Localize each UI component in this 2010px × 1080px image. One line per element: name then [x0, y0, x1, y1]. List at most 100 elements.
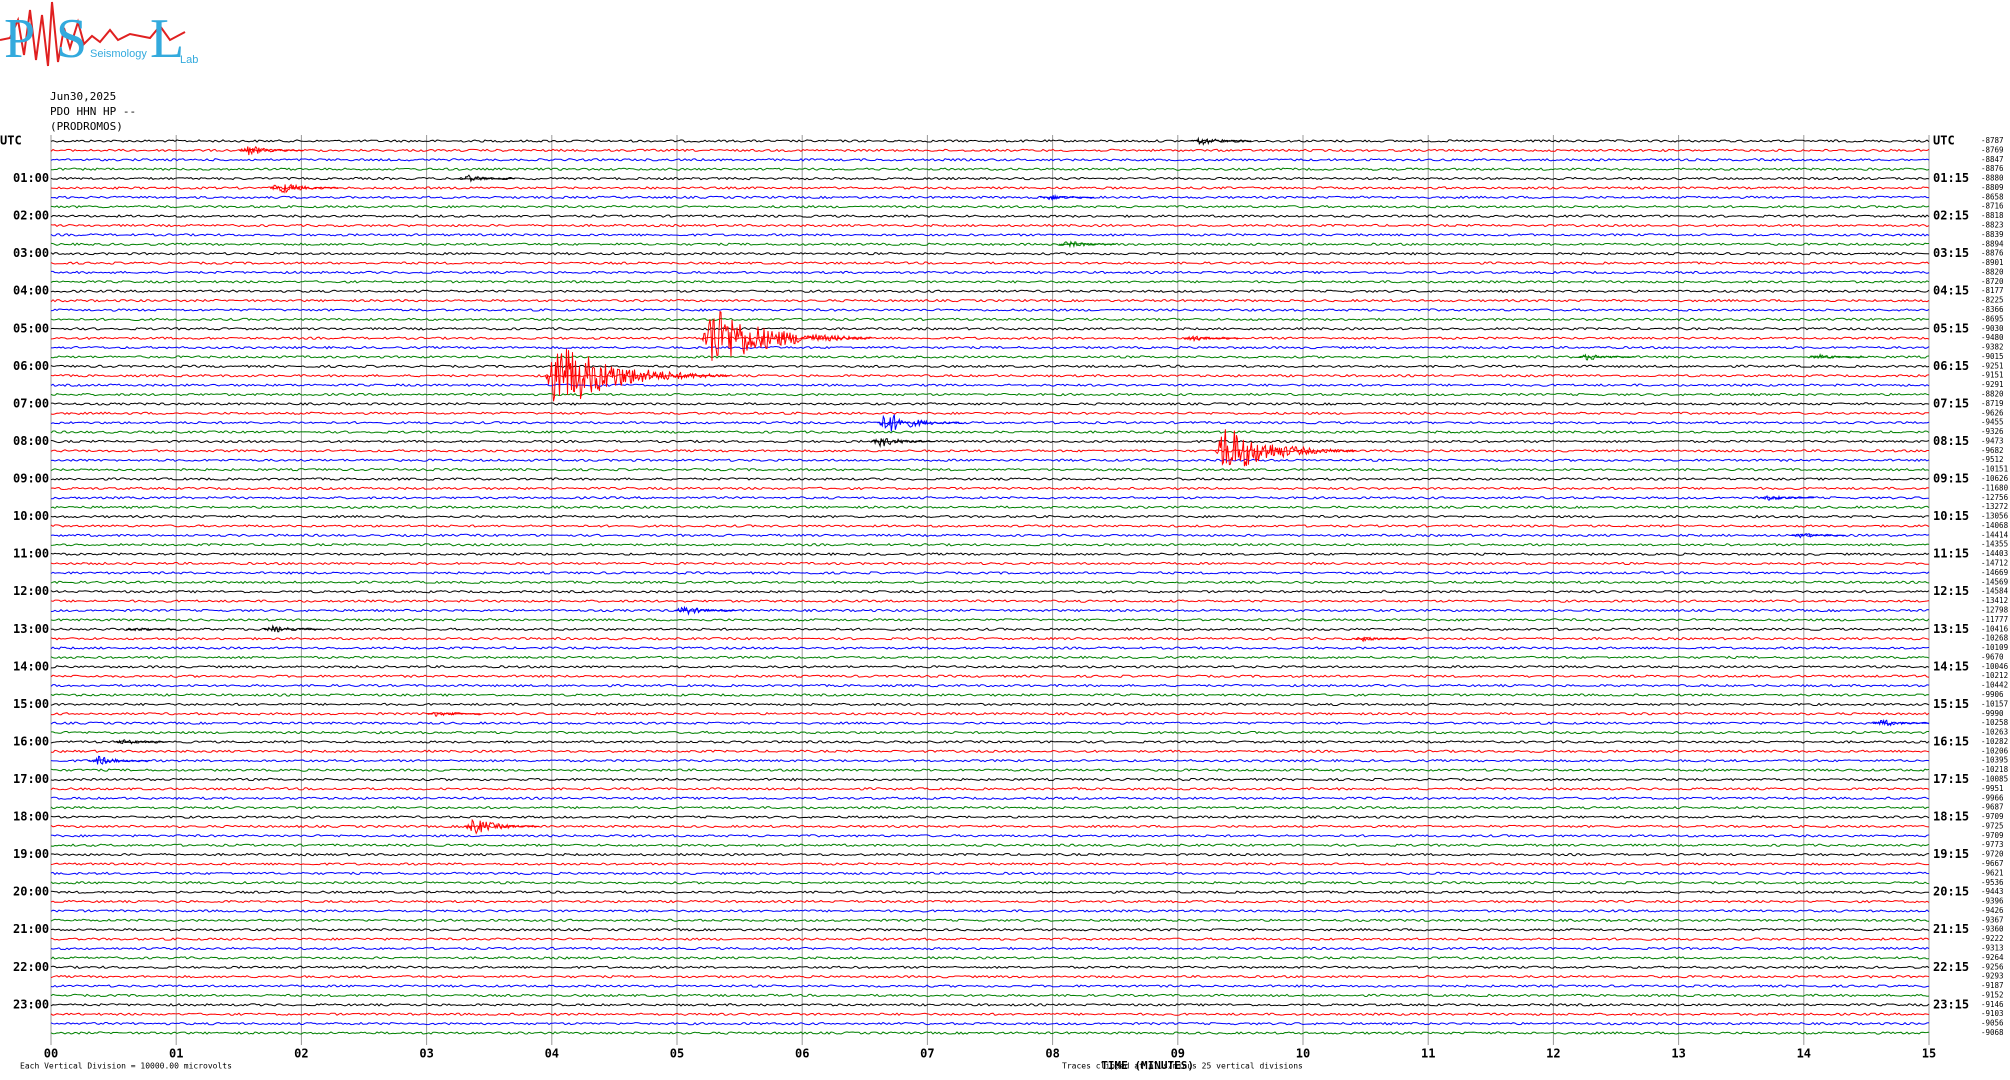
trace-offset: -9626	[1981, 408, 2004, 417]
trace-offset: -8823	[1981, 221, 2004, 230]
x-tick-label: 14	[1797, 1047, 1811, 1061]
trace-offset: -9396	[1981, 897, 2004, 906]
seismic-event	[870, 438, 936, 449]
hour-label-left: 15:00	[13, 697, 49, 711]
trace	[50, 618, 1930, 622]
trace-offset: -10442	[1981, 681, 2008, 690]
trace	[50, 965, 1930, 970]
trace	[50, 599, 1930, 603]
hour-label-left: 13:00	[13, 622, 49, 636]
seismic-event	[1810, 353, 1865, 360]
trace-offset: -9443	[1981, 887, 2004, 896]
trace-offset: -9187	[1981, 981, 2004, 990]
trace	[50, 608, 1930, 613]
hour-label-right: 01:15	[1933, 171, 1969, 185]
trace-offset: -10046	[1981, 662, 2009, 671]
trace	[50, 899, 1930, 904]
trace-offset: -14669	[1981, 568, 2008, 577]
trace	[51, 665, 1930, 669]
hour-label-left: 07:00	[13, 396, 49, 410]
logo-word: Seismology	[90, 48, 147, 60]
trace-offset: -9015	[1981, 352, 2004, 361]
hour-label-right: 09:15	[1933, 472, 1969, 486]
trace	[50, 918, 1930, 923]
trace-offset: -9667	[1981, 859, 2004, 868]
hour-label-right: 16:15	[1933, 734, 1969, 748]
trace	[50, 533, 1930, 538]
trace-offset: -9326	[1981, 427, 2004, 436]
x-tick-label: 11	[1421, 1047, 1435, 1061]
trace-offset: -9906	[1981, 690, 2004, 699]
hour-label-right: 02:15	[1933, 209, 1969, 223]
hour-label-left: 14:00	[13, 659, 49, 673]
trace-offset: -8366	[1981, 305, 2004, 314]
x-tick-label: 05	[670, 1047, 684, 1061]
hour-label-left: 23:00	[13, 997, 49, 1011]
trace-offset: -9512	[1981, 455, 2004, 464]
trace	[50, 373, 1930, 378]
x-tick-label: 13	[1671, 1047, 1685, 1061]
trace	[50, 251, 1930, 256]
trace-offset: -8820	[1981, 267, 2004, 276]
seismic-event	[545, 348, 730, 402]
trace-offset: -9426	[1981, 906, 2004, 915]
trace-offset: -9382	[1981, 343, 2004, 352]
trace-offset: -11777	[1981, 615, 2008, 624]
x-tick-label: 08	[1045, 1047, 1059, 1061]
clip-note: Traces clipped at plus/minus 25 vertical…	[1062, 1062, 1303, 1071]
trace-offset: -9056	[1981, 1019, 2004, 1028]
trace	[50, 758, 1930, 763]
trace	[50, 1003, 1930, 1007]
trace-offset: -9152	[1981, 990, 2004, 999]
x-tick-label: 06	[795, 1047, 809, 1061]
hour-label-left: 19:00	[13, 847, 49, 861]
trace-offset: -8787	[1981, 136, 2004, 145]
hour-label-left: 04:00	[13, 284, 49, 298]
x-tick-label: 03	[419, 1047, 433, 1061]
hour-label-left: 16:00	[13, 734, 49, 748]
hour-label-left: 05:00	[13, 321, 49, 335]
x-tick-label: 02	[294, 1047, 308, 1061]
hour-label-right: 10:15	[1933, 509, 1969, 523]
seismic-event	[674, 605, 736, 616]
trace	[50, 439, 1930, 444]
trace	[50, 392, 1930, 397]
trace-offset: -8818	[1981, 211, 2004, 220]
x-tick-label: 07	[920, 1047, 934, 1061]
header-date: Jun30,2025	[50, 90, 116, 103]
seismic-event	[877, 414, 963, 432]
trace-offset: -8820	[1981, 390, 2004, 399]
trace	[50, 214, 1930, 218]
trace	[50, 571, 1930, 575]
trace	[50, 777, 1930, 782]
seismic-event	[1578, 353, 1636, 361]
hour-label-left: 17:00	[13, 772, 49, 786]
trace	[50, 956, 1930, 960]
trace-offset: -9264	[1981, 953, 2004, 962]
logo-letter: S	[56, 8, 87, 70]
trace-offset: -10218	[1981, 765, 2009, 774]
hour-label-right: 12:15	[1933, 584, 1969, 598]
hour-label-left: 20:00	[13, 885, 49, 899]
trace-offset: -10268	[1981, 634, 2009, 643]
trace	[50, 674, 1930, 679]
trace	[50, 589, 1930, 594]
trace	[50, 909, 1930, 913]
header-site: (PRODROMOS)	[50, 120, 123, 133]
hour-label-left: 21:00	[13, 922, 49, 936]
trace	[50, 880, 1930, 885]
trace	[50, 542, 1930, 547]
seismic-event	[269, 183, 339, 194]
trace-offset: -9313	[1981, 943, 2004, 952]
trace	[50, 768, 1930, 772]
hour-label-left: 12:00	[13, 584, 49, 598]
hour-label-right: 08:15	[1933, 434, 1969, 448]
trace-offset: -9480	[1981, 333, 2004, 342]
trace-offset: -8809	[1981, 183, 2004, 192]
trace-offset: -8769	[1981, 145, 2004, 154]
trace	[50, 430, 1930, 434]
hour-label-left: 01:00	[13, 171, 49, 185]
trace	[51, 730, 1929, 735]
trace	[50, 514, 1930, 519]
